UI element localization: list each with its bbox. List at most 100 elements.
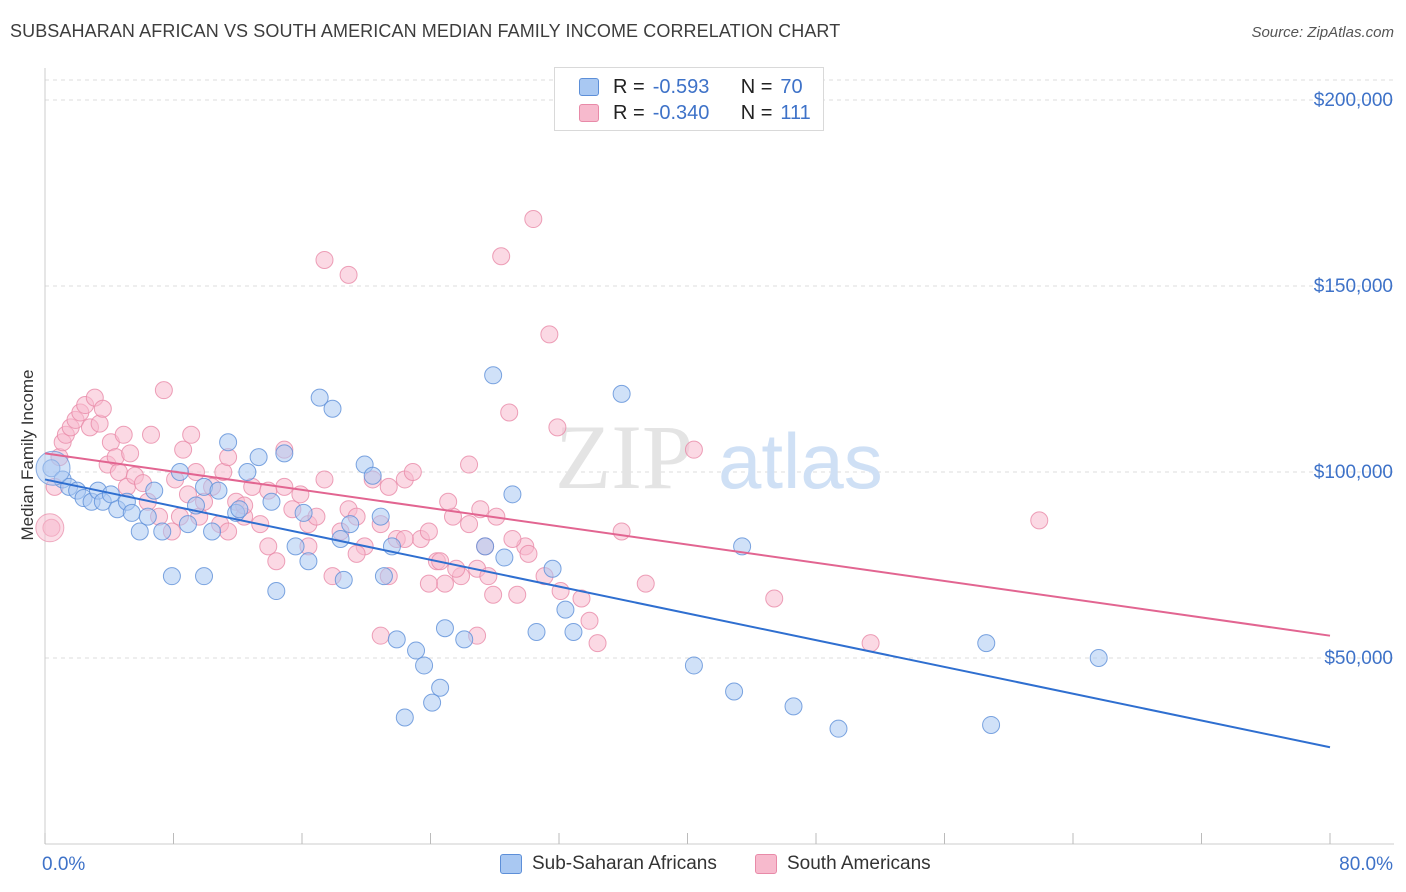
south-american-point — [371, 626, 390, 645]
sub-saharan-point — [238, 463, 257, 481]
south-american-point — [93, 399, 112, 418]
y-tick-label: $100,000 — [1314, 462, 1393, 483]
y-tick-label: $50,000 — [1324, 648, 1393, 669]
south-american-point — [765, 589, 784, 608]
south-american-point — [109, 463, 128, 481]
legend-label-sub-saharan: Sub-Saharan Africans — [532, 853, 717, 874]
legend-r-value: -0.340 — [652, 101, 710, 124]
tick-labels: $50,000 $100,000 $150,000 $200,000 0.0% 80.0% — [42, 90, 1393, 875]
sub-saharan-point — [543, 559, 562, 578]
south-american-point — [347, 544, 366, 563]
y-axis-label: Median Family Income — [18, 369, 37, 540]
south-american-point — [403, 463, 422, 481]
correlation-legend: R = -0.593 N = 70 R = -0.340 N = 111 — [554, 67, 824, 131]
sub-saharan-point — [203, 522, 222, 541]
sub-saharan-point — [982, 715, 1001, 734]
legend-n-value: 111 — [780, 101, 811, 124]
south-american-point — [315, 470, 334, 489]
sub-saharan-point — [195, 567, 214, 586]
south-americans-points — [35, 210, 1049, 653]
sub-saharan-point — [323, 399, 342, 418]
south-american-point — [219, 522, 238, 541]
sub-saharan-point — [310, 388, 329, 407]
south-american-point — [90, 414, 109, 433]
sub-saharan-point — [145, 481, 164, 500]
sub-saharan-point — [407, 641, 426, 660]
legend-swatch-blue — [500, 854, 522, 874]
sub-saharan-point — [455, 630, 474, 649]
legend-swatch-pink — [755, 854, 777, 874]
sub-saharan-point — [262, 492, 281, 511]
sub-saharan-trend-line — [44, 478, 1331, 749]
sub-saharan-point — [374, 567, 393, 586]
legend-r-label: R = — [613, 75, 645, 98]
sub-saharan-point — [294, 503, 313, 522]
legend-r-label: R = — [613, 101, 645, 124]
watermark-zip: ZIP — [555, 406, 693, 508]
source-label: Source: ZipAtlas.com — [1251, 24, 1394, 41]
sub-saharan-point — [162, 567, 181, 586]
legend-swatch-pink — [579, 104, 599, 122]
south-american-point — [861, 634, 880, 653]
south-american-point — [142, 425, 161, 444]
south-american-point — [315, 250, 334, 269]
south-american-point — [435, 574, 454, 593]
south-american-point — [447, 559, 466, 578]
sub-saharan-point — [363, 466, 382, 485]
legend-n-label: N = — [740, 75, 773, 98]
sub-saharan-point — [527, 622, 546, 641]
south-american-point — [580, 611, 599, 630]
sub-saharan-point — [334, 570, 353, 589]
south-american-point — [1030, 511, 1049, 530]
south-american-point — [548, 418, 567, 437]
legend-r-value: -0.593 — [652, 75, 710, 98]
sub-saharan-point — [341, 515, 360, 534]
south-american-trend-line — [44, 452, 1331, 637]
legend-row-south-american: R = -0.340 N = 111 — [579, 101, 811, 125]
sub-saharan-point — [178, 515, 197, 534]
sub-saharan-point — [784, 697, 803, 716]
sub-saharan-point — [219, 433, 238, 452]
legend-row-sub-saharan: R = -0.593 N = 70 — [579, 75, 803, 99]
sub-saharan-point — [484, 366, 503, 385]
legend-swatch-blue — [579, 78, 599, 96]
south-american-point — [460, 455, 479, 474]
sub-saharan-point — [230, 500, 249, 519]
sub-saharan-point — [725, 682, 744, 701]
sub-saharan-point — [684, 656, 703, 675]
south-american-point — [182, 425, 201, 444]
sub-saharan-point — [209, 481, 228, 500]
sub-saharan-point — [153, 522, 172, 541]
sub-saharan-point — [431, 678, 450, 697]
sub-saharan-point — [733, 537, 752, 556]
legend-label-south-american: South Americans — [787, 853, 931, 874]
south-american-point — [524, 210, 543, 229]
legend-n-label: N = — [740, 101, 773, 124]
trend-lines — [44, 452, 1331, 749]
sub-saharan-point — [423, 693, 442, 712]
south-american-point — [154, 381, 173, 400]
gridlines — [45, 79, 1394, 659]
sub-saharan-point — [249, 448, 268, 467]
south-american-point — [519, 544, 538, 563]
south-american-point — [684, 440, 703, 459]
y-tick-label: $150,000 — [1314, 276, 1393, 297]
sub-saharan-point — [275, 444, 294, 463]
y-tick-label: $200,000 — [1314, 90, 1393, 111]
x-tick-label: 80.0% — [1339, 854, 1393, 875]
sub-saharan-point — [122, 503, 141, 522]
sub-saharan-point — [977, 634, 996, 653]
south-american-point — [492, 247, 511, 266]
sub-saharan-point — [387, 630, 406, 649]
south-american-point — [243, 477, 262, 496]
sub-saharan-point — [267, 582, 286, 601]
south-american-point — [540, 325, 559, 344]
sub-saharan-point — [503, 485, 522, 504]
south-american-point — [612, 522, 631, 541]
south-american-point — [636, 574, 655, 593]
sub-saharan-point — [371, 507, 390, 526]
south-american-point — [259, 537, 278, 556]
sub-saharan-point — [435, 619, 454, 638]
south-american-point — [121, 444, 140, 463]
